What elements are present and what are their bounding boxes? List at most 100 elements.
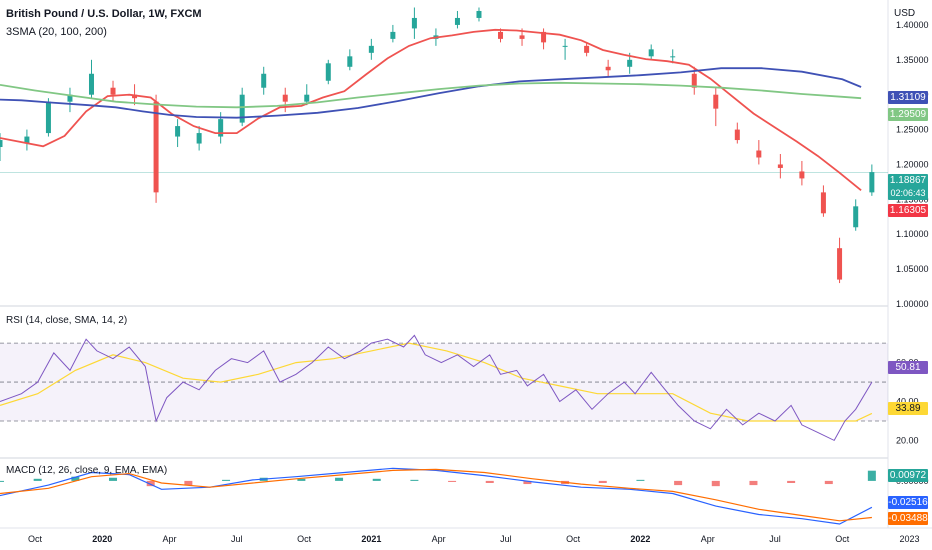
macd-histogram-bar [674,480,683,486]
sma200-line [0,81,862,109]
macd-histogram-bar [33,478,42,481]
price-tick-label: 1.10000 [896,229,929,239]
macd-histogram-bar [297,478,306,481]
candle-body [282,94,288,102]
macd-histogram-badge: 0.00972 [888,469,928,482]
candle-body [584,45,590,53]
candle-body [562,45,568,47]
time-tick-label: Apr [163,534,177,544]
macd-histogram-bar [222,479,231,481]
macd-histogram-bar [824,480,833,485]
candle-body [869,172,875,193]
candle-body [837,248,843,280]
time-tick-label: 2020 [92,534,112,544]
time-tick-label: Jul [500,534,512,544]
time-tick-label: Jul [231,534,243,544]
rsi-sma-badge: 33.89 [888,402,928,415]
rsi-tick-label: 20.00 [896,435,919,445]
macd-histogram-bar [335,477,344,481]
candle-body [411,17,417,29]
candle-body [153,101,159,193]
price-tick-label: 1.00000 [896,299,929,309]
candle-body [175,126,181,137]
sma200-badge: 1.29509 [888,108,928,121]
candle-body [853,206,859,228]
time-tick-label: 2023 [900,534,920,544]
currency-label: USD [894,8,916,19]
time-tick-label: Oct [566,534,581,544]
candle-body [670,56,676,58]
candle-body [648,49,654,57]
macd-histogram-bar [523,480,532,485]
time-tick-label: 2021 [361,534,381,544]
rsi-line [0,334,873,442]
price-tick-label: 1.40000 [896,20,929,30]
candle-body [218,119,224,137]
candle-body [196,133,202,144]
candle-body [820,192,826,214]
macd-histogram-bar [636,479,645,481]
candle-body [605,66,611,71]
rsi-value-badge: 50.81 [888,361,928,374]
price-tick-label: 1.25000 [896,125,929,135]
candle-body [132,94,138,99]
candle-body [454,17,460,25]
candle-body [627,59,633,67]
macd-line [0,467,873,525]
candle-body [541,31,547,43]
rsi-indicator-label[interactable]: RSI (14, close, SMA, 14, 2) [6,315,128,326]
sma100-badge: 1.31109 [888,91,928,104]
macd-histogram-bar [0,480,4,482]
time-tick-label: Apr [432,534,446,544]
macd-histogram-bar [598,480,607,483]
sma-indicator-label[interactable]: 3SMA (20, 100, 200) [6,26,107,38]
price-tick-label: 1.20000 [896,159,929,169]
candle-body [368,45,374,53]
candle-body [304,94,310,102]
time-tick-label: 2022 [630,534,650,544]
macd-histogram-bar [485,480,494,483]
candle-body [88,73,94,95]
candle-body [519,35,525,39]
candle-body [777,164,783,168]
candle-body [0,140,3,148]
candle-body [713,94,719,109]
time-tick-label: Apr [701,534,715,544]
candle-body [24,136,30,144]
macd-line-badge: -0.02516 [888,496,928,509]
countdown-timer: 02:06:43 [890,188,926,198]
macd-histogram-bar [184,480,193,486]
candle-body [390,31,396,39]
candle-body [239,94,245,123]
candle-body [347,56,353,67]
macd-histogram-bar [711,480,720,487]
rsi-tick-label: 40.00 [896,397,919,407]
candle-body [799,171,805,179]
sma20-badge: 1.16305 [888,204,928,217]
macd-indicator-label[interactable]: MACD (12, 26, close, 9, EMA, EMA) [6,465,168,476]
macd-signal-badge: -0.03488 [888,512,928,525]
time-tick-label: Jul [769,534,781,544]
macd-histogram-bar [448,480,457,482]
macd-histogram-bar [109,477,118,481]
price-tick-label: 1.35000 [896,55,929,65]
candle-body [67,94,73,102]
symbol-title[interactable]: British Pound / U.S. Dollar, 1W, FXCM [6,8,202,20]
time-tick-label: Oct [835,534,850,544]
candle-body [691,73,697,88]
time-tick-label: Oct [28,534,43,544]
candle-body [110,87,116,95]
time-tick-label: Oct [297,534,312,544]
macd-histogram-bar [71,476,80,481]
macd-histogram-bar [749,480,758,486]
candle-body [756,150,762,158]
candle-body [734,129,740,141]
macd-histogram-bar [787,480,796,483]
macd-histogram-bar [410,479,419,481]
last-price-badge: 1.18867 02:06:43 [888,174,928,200]
macd-histogram-bar [867,470,876,481]
macd-histogram-bar [146,480,155,487]
macd-histogram-bar [372,478,381,481]
